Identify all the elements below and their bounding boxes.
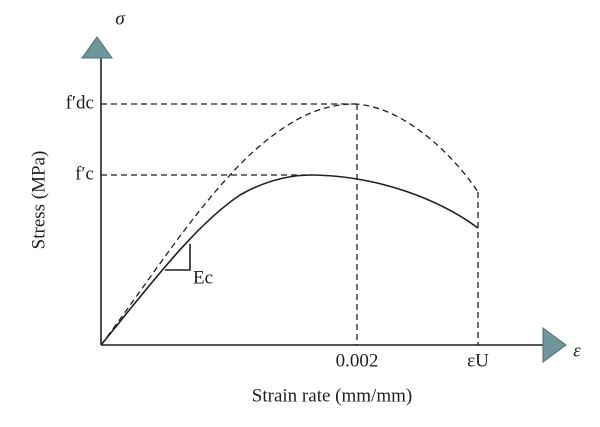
y-symbol: σ <box>115 8 125 29</box>
ec-label: Ec <box>193 267 213 288</box>
x-symbol: ε <box>573 340 581 361</box>
fdc-label: f′dc <box>66 92 94 113</box>
ec-triangle <box>165 244 191 271</box>
static-curve <box>100 174 479 346</box>
strain-peak-label: 0.002 <box>336 350 379 371</box>
y-axis-label: Stress (MPa) <box>28 151 49 250</box>
dynamic-curve <box>100 103 479 346</box>
x-axis-arrow <box>542 327 567 363</box>
x-axis-label: Strain rate (mm/mm) <box>252 385 412 406</box>
y-axis-arrow <box>81 36 113 59</box>
strain-ultimate-label: εU <box>467 350 489 371</box>
fc-label: f′c <box>75 163 94 184</box>
